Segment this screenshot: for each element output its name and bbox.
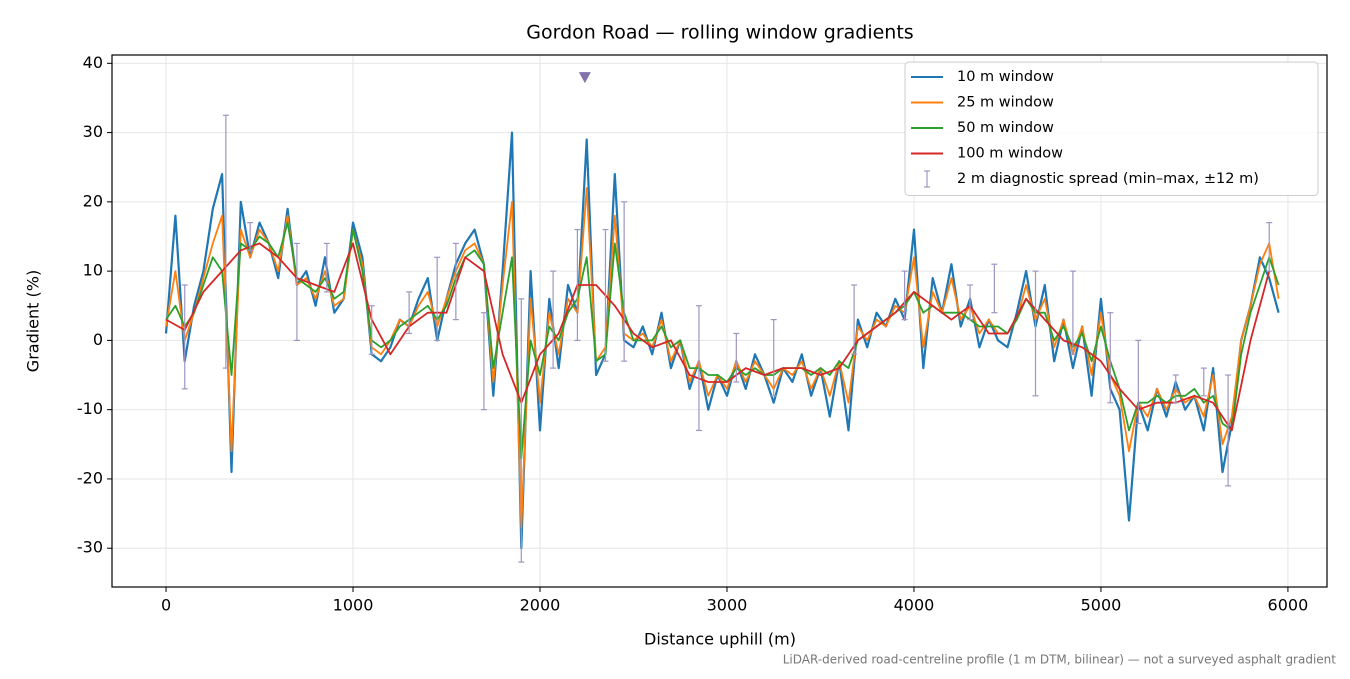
line <box>165 242 1271 432</box>
legend: 10 m window 25 m window 50 m window 100 m w… <box>904 61 1319 196</box>
x-tick-label: 4000 <box>894 596 935 615</box>
error-bar <box>621 201 628 362</box>
error-bar <box>1172 374 1179 404</box>
error-bar <box>1107 312 1114 404</box>
error-bar <box>1225 374 1232 487</box>
y-tick-label: -10 <box>77 399 103 418</box>
plot-area <box>164 114 1280 563</box>
error-bar <box>1135 339 1142 425</box>
legend-box <box>904 61 1319 196</box>
error-bar <box>181 284 188 390</box>
legend-label: 2 m diagnostic spread (min–max, ±12 m) <box>957 171 1259 187</box>
error-bar <box>480 312 487 411</box>
x-tick-label: 6000 <box>1268 596 1309 615</box>
error-bar <box>695 305 702 432</box>
x-axis-label: Distance uphill (m) <box>644 630 796 649</box>
y-tick-label: 40 <box>83 53 103 72</box>
error-bar <box>222 114 229 369</box>
error-bar <box>770 319 777 397</box>
legend-label: 100 m window <box>957 146 1063 162</box>
x-tick-label: 1000 <box>333 596 374 615</box>
x-tick-label: 3000 <box>707 596 748 615</box>
y-tick-label: 10 <box>83 261 103 280</box>
error-bar <box>323 242 330 293</box>
error-bar <box>574 228 581 341</box>
error-bar <box>434 256 441 341</box>
error-bar <box>1200 367 1207 397</box>
error-bar <box>293 242 300 341</box>
x-tick-label: 5000 <box>1081 596 1122 615</box>
x-tick-label: 2000 <box>520 596 561 615</box>
y-tick-label: 30 <box>83 122 103 141</box>
marker <box>578 72 591 84</box>
error-bar <box>1069 270 1076 355</box>
x-tick-label: 0 <box>161 596 171 615</box>
legend-label: 10 m window <box>957 69 1054 85</box>
error-bar <box>550 270 557 369</box>
error-bar <box>851 284 858 355</box>
y-tick-label: 0 <box>93 330 103 349</box>
y-tick-label: -30 <box>77 538 103 557</box>
error-bar <box>1032 270 1039 397</box>
error-bar <box>1266 222 1273 272</box>
footnote: LiDAR-derived road-centreline profile (1… <box>783 653 1337 667</box>
y-tick-label: 20 <box>83 191 103 210</box>
error-bar <box>901 270 908 321</box>
error-bar <box>602 228 609 362</box>
error-bar <box>967 284 974 321</box>
y-tick-label: -20 <box>77 468 103 487</box>
legend-label: 25 m window <box>957 95 1054 111</box>
error-bar <box>368 305 375 355</box>
y-axis-label: Gradient (%) <box>24 270 43 372</box>
chart-title: Gordon Road — rolling window gradients <box>526 22 913 44</box>
legend-swatch <box>924 170 930 188</box>
error-bar <box>733 332 740 383</box>
error-bar <box>452 242 459 321</box>
plot-frame <box>111 54 1328 588</box>
error-bar <box>991 263 998 314</box>
error-bar <box>406 291 413 335</box>
error-bar <box>247 222 254 251</box>
legend-label: 50 m window <box>957 120 1054 136</box>
error-bar <box>518 298 525 563</box>
